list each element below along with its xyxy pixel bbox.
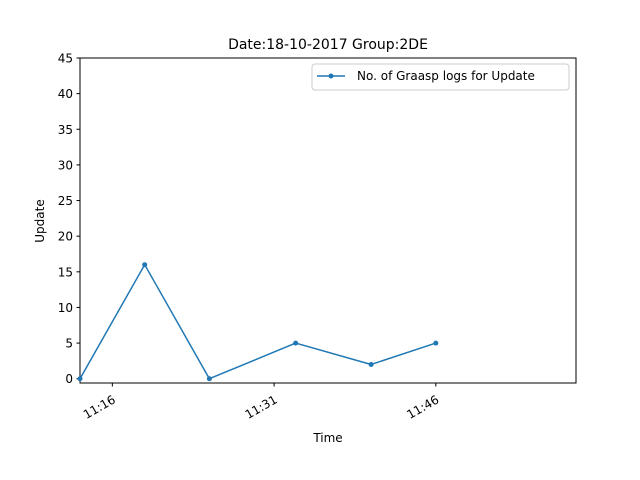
x-axis: 11:16 11:31 11:46: [81, 383, 441, 422]
series-group: [77, 262, 439, 382]
x-tick-label: 11:16: [81, 392, 118, 421]
y-tick-label: 40: [58, 87, 73, 101]
data-point: [368, 361, 374, 367]
y-tick-label: 35: [58, 123, 73, 137]
y-tick-label: 0: [65, 372, 73, 386]
y-tick-label: 20: [58, 230, 73, 244]
legend-box: [311, 63, 570, 91]
chart-title: Date:18-10-2017 Group:2DE: [228, 37, 428, 53]
x-axis-label: Time: [312, 431, 342, 445]
data-point: [206, 376, 212, 382]
plot-area: [79, 57, 577, 384]
legend-series-label: No. of Graasp logs for Update: [357, 69, 535, 83]
data-point: [433, 340, 439, 346]
data-point: [293, 340, 299, 346]
legend: No. of Graasp logs for Update: [311, 63, 570, 91]
x-tick-label: 11:46: [404, 392, 441, 421]
y-tick-label: 45: [58, 52, 73, 66]
y-tick-label: 15: [58, 265, 73, 279]
y-tick-label: 30: [58, 158, 73, 172]
y-tick-label: 5: [65, 337, 73, 351]
y-tick-label: 25: [58, 194, 73, 208]
y-axis-label: Update: [33, 199, 47, 242]
data-point: [77, 376, 83, 382]
data-point: [142, 262, 148, 268]
y-axis: 0 5 10 15 20 25 30 35 40 45: [58, 52, 80, 386]
legend-marker-swatch: [328, 73, 334, 79]
x-tick-label: 11:31: [243, 392, 280, 421]
series-line: [79, 263, 437, 380]
y-tick-label: 10: [58, 301, 73, 315]
